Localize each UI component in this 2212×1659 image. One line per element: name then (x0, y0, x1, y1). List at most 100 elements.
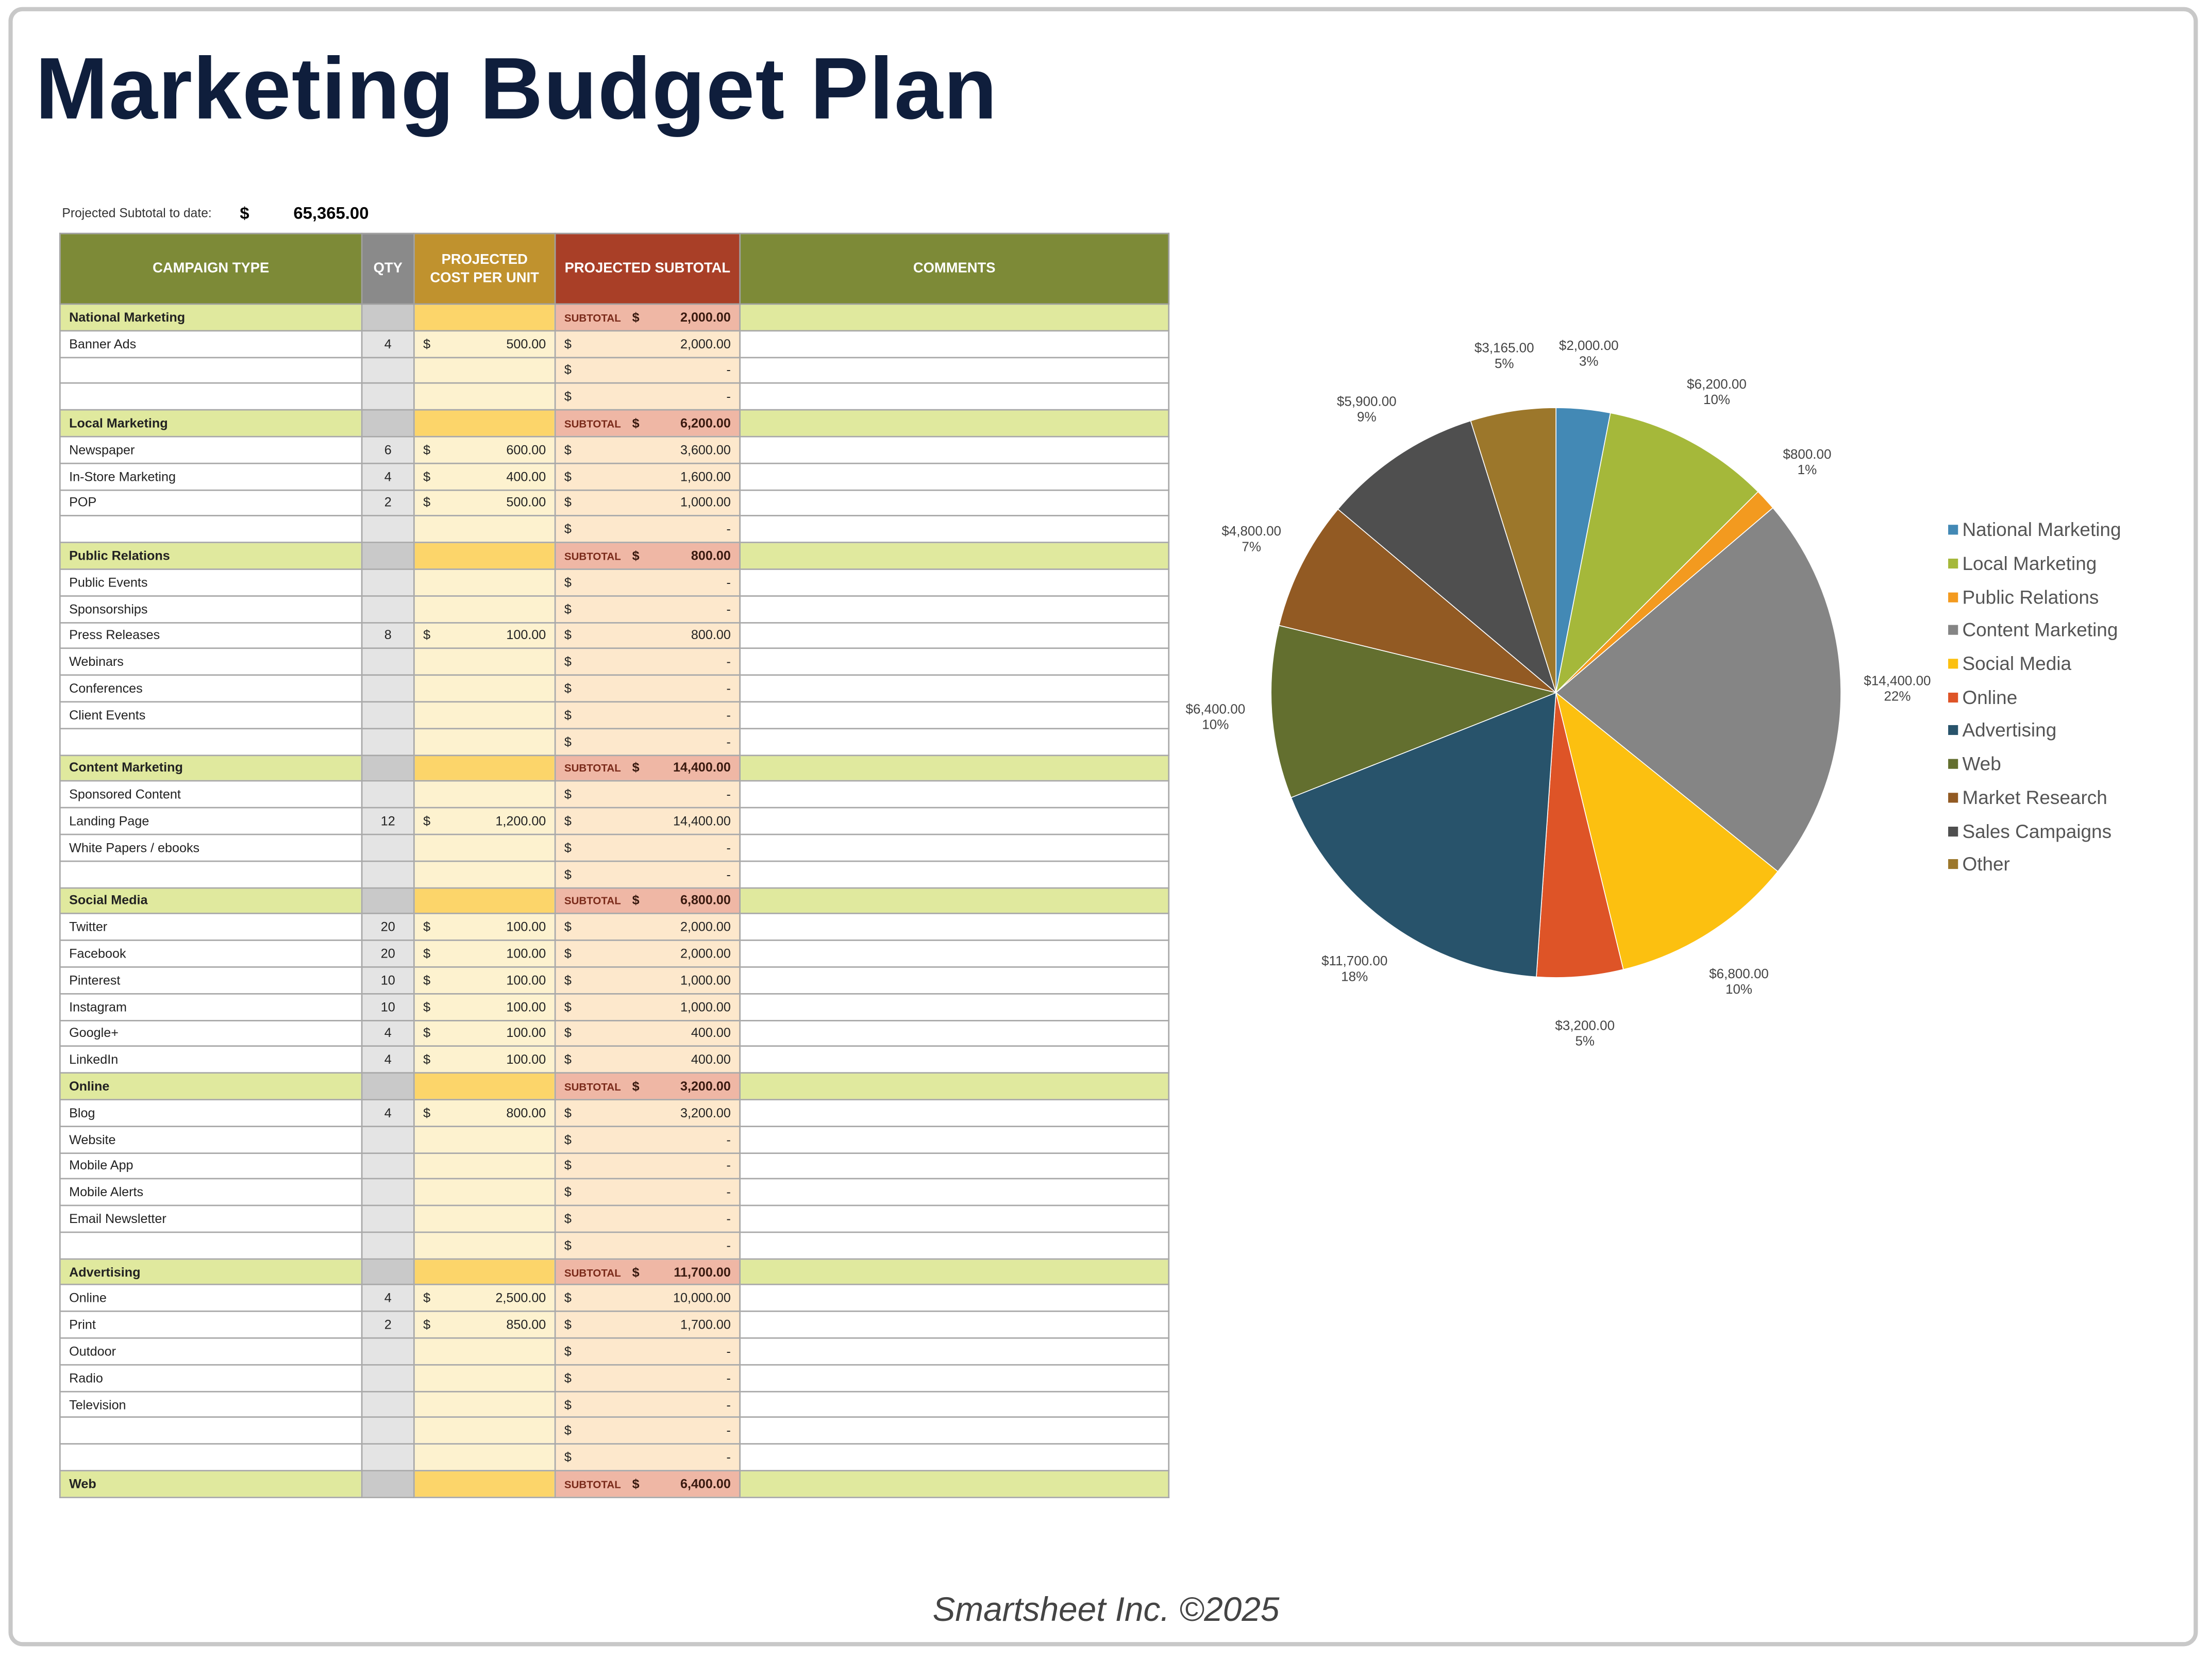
campaign-type-cell[interactable]: National Marketing (59, 303, 363, 331)
qty-cell[interactable] (361, 1337, 415, 1366)
comments-cell[interactable] (739, 1311, 1170, 1339)
qty-cell[interactable]: 2 (361, 489, 415, 517)
qty-cell[interactable]: 12 (361, 807, 415, 835)
qty-cell[interactable] (361, 595, 415, 623)
cost-per-unit-cell[interactable] (413, 1364, 556, 1392)
comments-cell[interactable] (739, 1390, 1170, 1419)
campaign-type-cell[interactable]: Social Media (59, 886, 363, 915)
cost-per-unit-cell[interactable] (413, 1151, 556, 1180)
cost-per-unit-cell[interactable] (413, 1178, 556, 1206)
campaign-type-cell[interactable] (59, 1443, 363, 1472)
campaign-type-cell[interactable] (59, 515, 363, 544)
campaign-type-cell[interactable]: Conferences (59, 674, 363, 702)
cost-per-unit-cell[interactable] (413, 1470, 556, 1498)
comments-cell[interactable] (739, 621, 1170, 650)
cost-per-unit-cell[interactable]: $100.00 (413, 940, 556, 968)
campaign-type-cell[interactable]: Newspaper (59, 435, 363, 464)
qty-cell[interactable] (361, 1178, 415, 1206)
comments-cell[interactable] (739, 807, 1170, 835)
campaign-type-cell[interactable]: Blog (59, 1099, 363, 1127)
campaign-type-cell[interactable]: Landing Page (59, 807, 363, 835)
campaign-type-cell[interactable]: Content Marketing (59, 754, 363, 782)
cost-per-unit-cell[interactable] (413, 515, 556, 544)
cost-per-unit-cell[interactable] (413, 568, 556, 597)
campaign-type-cell[interactable]: Web (59, 1470, 363, 1498)
cost-per-unit-cell[interactable] (413, 356, 556, 384)
cost-per-unit-cell[interactable] (413, 1443, 556, 1472)
cost-per-unit-cell[interactable]: $850.00 (413, 1311, 556, 1339)
qty-cell[interactable]: 20 (361, 913, 415, 942)
comments-cell[interactable] (739, 1417, 1170, 1445)
comments-cell[interactable] (739, 1231, 1170, 1260)
comments-cell[interactable] (739, 754, 1170, 782)
cost-per-unit-cell[interactable] (413, 1337, 556, 1366)
qty-cell[interactable] (361, 542, 415, 570)
campaign-type-cell[interactable]: Instagram (59, 993, 363, 1021)
qty-cell[interactable]: 6 (361, 435, 415, 464)
comments-cell[interactable] (739, 993, 1170, 1021)
campaign-type-cell[interactable] (59, 1417, 363, 1445)
qty-cell[interactable] (361, 382, 415, 411)
qty-cell[interactable] (361, 409, 415, 438)
comments-cell[interactable] (739, 489, 1170, 517)
comments-cell[interactable] (739, 1072, 1170, 1100)
qty-cell[interactable] (361, 1072, 415, 1100)
qty-cell[interactable] (361, 727, 415, 756)
cost-per-unit-cell[interactable] (413, 1204, 556, 1233)
campaign-type-cell[interactable]: Public Events (59, 568, 363, 597)
qty-cell[interactable] (361, 648, 415, 676)
qty-cell[interactable] (361, 568, 415, 597)
qty-cell[interactable] (361, 754, 415, 782)
comments-cell[interactable] (739, 1443, 1170, 1472)
cost-per-unit-cell[interactable] (413, 542, 556, 570)
campaign-type-cell[interactable]: Public Relations (59, 542, 363, 570)
qty-cell[interactable] (361, 1364, 415, 1392)
campaign-type-cell[interactable]: Pinterest (59, 966, 363, 994)
cost-per-unit-cell[interactable] (413, 595, 556, 623)
comments-cell[interactable] (739, 1046, 1170, 1074)
comments-cell[interactable] (739, 356, 1170, 384)
campaign-type-cell[interactable] (59, 860, 363, 889)
cost-per-unit-cell[interactable] (413, 886, 556, 915)
cost-per-unit-cell[interactable] (413, 1072, 556, 1100)
cost-per-unit-cell[interactable] (413, 1258, 556, 1286)
campaign-type-cell[interactable]: Email Newsletter (59, 1204, 363, 1233)
campaign-type-cell[interactable]: Online (59, 1284, 363, 1313)
campaign-type-cell[interactable]: Client Events (59, 701, 363, 729)
comments-cell[interactable] (739, 329, 1170, 358)
campaign-type-cell[interactable]: LinkedIn (59, 1046, 363, 1074)
campaign-type-cell[interactable] (59, 1231, 363, 1260)
cost-per-unit-cell[interactable]: $100.00 (413, 1046, 556, 1074)
comments-cell[interactable] (739, 1337, 1170, 1366)
qty-cell[interactable] (361, 1390, 415, 1419)
qty-cell[interactable]: 2 (361, 1311, 415, 1339)
qty-cell[interactable] (361, 860, 415, 889)
qty-cell[interactable] (361, 1443, 415, 1472)
comments-cell[interactable] (739, 1204, 1170, 1233)
comments-cell[interactable] (739, 1019, 1170, 1047)
cost-per-unit-cell[interactable] (413, 1231, 556, 1260)
campaign-type-cell[interactable]: Outdoor (59, 1337, 363, 1366)
comments-cell[interactable] (739, 1151, 1170, 1180)
cost-per-unit-cell[interactable] (413, 1390, 556, 1419)
campaign-type-cell[interactable]: Advertising (59, 1258, 363, 1286)
qty-cell[interactable]: 10 (361, 993, 415, 1021)
qty-cell[interactable] (361, 833, 415, 862)
qty-cell[interactable]: 4 (361, 1046, 415, 1074)
qty-cell[interactable] (361, 1258, 415, 1286)
qty-cell[interactable]: 8 (361, 621, 415, 650)
campaign-type-cell[interactable]: Television (59, 1390, 363, 1419)
campaign-type-cell[interactable]: Twitter (59, 913, 363, 942)
comments-cell[interactable] (739, 860, 1170, 889)
cost-per-unit-cell[interactable] (413, 648, 556, 676)
comments-cell[interactable] (739, 886, 1170, 915)
comments-cell[interactable] (739, 1284, 1170, 1313)
campaign-type-cell[interactable]: Print (59, 1311, 363, 1339)
comments-cell[interactable] (739, 382, 1170, 411)
comments-cell[interactable] (739, 409, 1170, 438)
comments-cell[interactable] (739, 462, 1170, 491)
campaign-type-cell[interactable]: Mobile Alerts (59, 1178, 363, 1206)
qty-cell[interactable] (361, 1231, 415, 1260)
comments-cell[interactable] (739, 966, 1170, 994)
qty-cell[interactable] (361, 701, 415, 729)
